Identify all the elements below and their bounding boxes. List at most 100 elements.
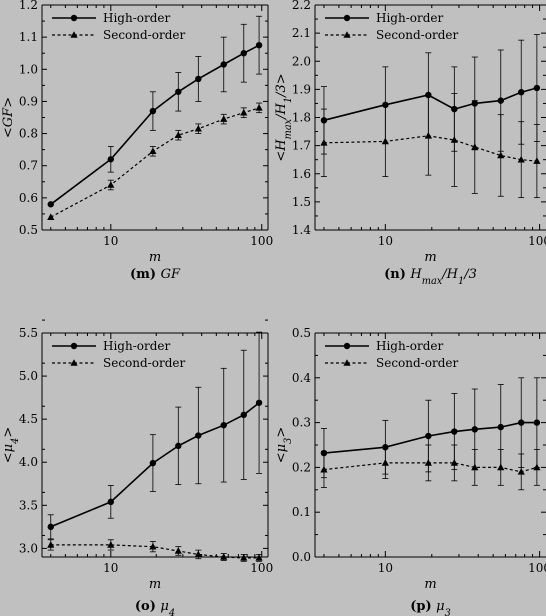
panel-caption: (p) μ3 — [410, 599, 451, 616]
legend-marker — [70, 342, 78, 350]
data-point — [47, 213, 55, 220]
data-point — [149, 542, 157, 550]
data-point — [497, 97, 504, 104]
series-line — [323, 421, 537, 454]
y-axis-title: <μ3> — [274, 427, 294, 463]
data-point — [381, 137, 389, 145]
x-tick-label: 100 — [250, 234, 273, 248]
legend: High-order Second-order — [325, 11, 458, 42]
data-point — [175, 442, 182, 450]
data-point — [424, 131, 432, 139]
data-point — [220, 61, 227, 68]
series-second-order — [47, 539, 263, 562]
data-point — [381, 459, 389, 466]
data-point — [175, 88, 182, 95]
panel-caption: (n) Hmax/H1/3 — [384, 267, 477, 287]
series-line — [323, 462, 538, 473]
legend: High-order Second-order — [325, 339, 458, 370]
y-tick-label: 0.3 — [292, 416, 311, 430]
legend: High-order Second-order — [52, 11, 185, 42]
data-point — [149, 147, 157, 155]
chart-panel-n: 1.4 1.5 1.6 1.7 1.8 1.9 2.0 2.1 2.2 10 100 m <Hmax/H… — [274, 0, 546, 287]
data-point — [220, 421, 227, 429]
data-point — [174, 547, 182, 554]
data-point — [107, 541, 115, 548]
y-tick-label: 0.6 — [19, 191, 38, 205]
data-point — [471, 463, 479, 471]
x-tick-label: 100 — [528, 234, 546, 248]
series-high-order — [47, 331, 263, 540]
y-tick-label: 1.2 — [19, 0, 38, 12]
y-tick-label: 0.8 — [19, 127, 38, 141]
series-high-order — [47, 15, 263, 208]
data-point — [174, 131, 182, 138]
y-tick-label: 2.1 — [292, 26, 311, 40]
y-tick-label: 0.0 — [292, 550, 311, 564]
legend-label: Second-order — [103, 356, 185, 370]
y-tick-label: 5.0 — [19, 369, 38, 383]
series-line — [323, 135, 537, 162]
data-point — [255, 104, 263, 111]
data-point — [450, 459, 458, 466]
y-axis-title: <Hmax/H1/3> — [274, 73, 294, 161]
y-tick-label: 2.2 — [292, 0, 311, 12]
panel-caption: (o) μ4 — [135, 599, 175, 616]
legend-marker — [343, 359, 351, 366]
x-tick-label: 100 — [250, 561, 273, 575]
y-tick-label: 1.1 — [19, 30, 38, 44]
y-tick-label: 3.0 — [19, 541, 38, 555]
data-point — [320, 465, 328, 473]
y-axis-title: <GF> — [1, 97, 16, 138]
y-tick-label: 1.8 — [292, 111, 311, 125]
y-tick-label: 3.5 — [19, 498, 38, 512]
data-point — [107, 156, 115, 163]
data-point — [255, 399, 263, 406]
data-point — [533, 463, 541, 471]
data-point — [240, 554, 248, 561]
x-tick-label: 10 — [103, 234, 118, 248]
y-tick-label: 0.4 — [292, 371, 311, 385]
data-point — [47, 201, 54, 208]
data-point — [424, 459, 432, 466]
data-point — [194, 550, 202, 558]
legend-label: High-order — [103, 11, 171, 25]
data-point — [47, 523, 54, 531]
data-point — [533, 419, 541, 426]
x-tick-label: 10 — [103, 561, 118, 575]
data-point — [107, 498, 115, 506]
y-tick-label: 2.0 — [292, 54, 311, 68]
x-tick-label: 10 — [378, 561, 393, 575]
legend: High-order Second-order — [52, 339, 185, 370]
series-line — [50, 44, 260, 205]
y-tick-label: 0.9 — [19, 94, 38, 108]
x-tick-label: 100 — [528, 561, 546, 575]
data-point — [47, 541, 55, 548]
legend-label: Second-order — [376, 356, 458, 370]
legend-label: High-order — [376, 11, 444, 25]
legend-marker — [343, 31, 351, 38]
data-point — [255, 41, 263, 49]
legend-label: High-order — [103, 339, 171, 353]
y-axis-title: <μ4> — [1, 427, 21, 463]
y-tick-label: 1.4 — [292, 223, 311, 237]
data-point — [195, 75, 202, 83]
data-point — [497, 423, 504, 431]
legend-label: Second-order — [103, 28, 185, 42]
y-tick-label: 1.6 — [292, 167, 311, 181]
data-point — [533, 157, 541, 164]
legend-label: Second-order — [376, 28, 458, 42]
legend-marker — [70, 31, 78, 38]
y-tick-label: 0.5 — [19, 223, 38, 237]
y-tick-label: 5.5 — [19, 326, 38, 340]
chart-panel-p: 0.0 0.1 0.2 0.3 0.4 0.5 10 100 m <μ3> (p) μ3 High-o… — [274, 326, 546, 616]
y-tick-label: 0.5 — [292, 326, 311, 340]
series-second-order — [47, 102, 263, 220]
x-axis-title: m — [424, 577, 436, 592]
data-point — [533, 84, 541, 92]
chart-panel-m: 0.5 0.6 0.7 0.8 0.9 1.0 1.1 1.2 10 100 m <GF> (m) GF… — [1, 0, 273, 282]
legend-marker — [343, 342, 351, 350]
data-point — [517, 468, 525, 475]
data-point — [451, 428, 458, 435]
data-point — [320, 139, 328, 146]
